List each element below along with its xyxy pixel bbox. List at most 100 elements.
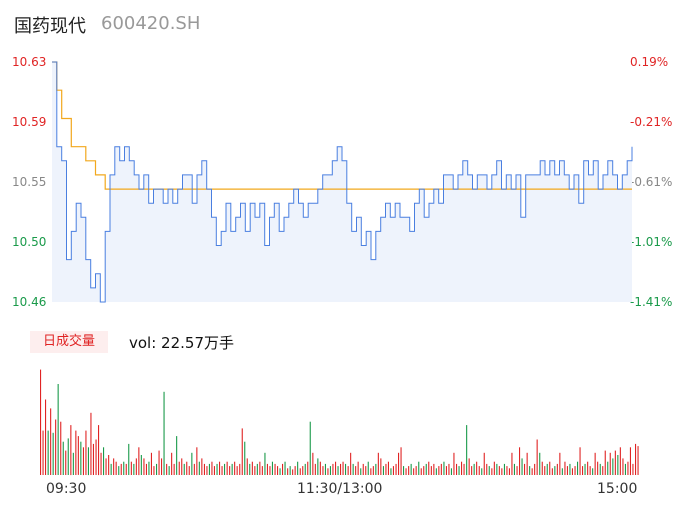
volume-bar [85,430,87,475]
volume-bar [226,461,228,475]
volume-bar [138,447,140,476]
volume-bar [554,466,556,475]
volume-bar [395,463,397,475]
volume-bar [302,466,304,475]
volume-bar [362,463,364,475]
volume-bar [612,458,614,475]
volume-bar [377,452,379,475]
volume-bar [398,452,400,475]
volume-badge[interactable]: 日成交量 [30,331,108,353]
volume-bar [491,468,493,475]
volume-bar [108,455,110,475]
volume-bar [461,461,463,475]
volume-bar [614,450,616,475]
volume-bar [113,458,115,475]
volume-bar [150,452,152,475]
volume-bar [340,463,342,475]
volume-bar [488,466,490,475]
volume-bar [234,461,236,475]
volume-bar [125,463,127,475]
volume-bar [221,466,223,475]
volume-bar [322,466,324,475]
volume-bar [635,443,637,475]
volume-bar [529,466,531,475]
volume-bar [438,466,440,475]
price-tick-1: 10.63 [12,55,47,69]
volume-bar [466,425,468,476]
volume-bar [299,468,301,475]
volume-bar [176,436,178,475]
price-area-fill [52,62,632,302]
price-plot-area [52,61,633,303]
volume-bar [324,463,326,475]
volume-bar [70,425,72,476]
volume-bar [163,391,165,476]
volume-bar [133,463,135,475]
volume-bar [266,463,268,475]
volume-bar [287,468,289,475]
volume-bar [592,468,594,475]
volume-bar [511,452,513,475]
volume-bar [513,463,515,475]
volume-bar [632,463,634,475]
volume-bar [259,461,261,475]
volume-bar [208,463,210,475]
volume-bar [342,461,344,475]
stock-name: 国药现代 [14,16,86,37]
volume-bar [370,468,372,475]
volume-bar [531,468,533,475]
volume-bar [387,461,389,475]
volume-bar [198,461,200,475]
volume-bar [481,468,483,475]
volume-bar [463,463,465,475]
volume-bar [423,466,425,475]
volume-bar [327,468,329,475]
volume-bar [350,452,352,475]
volume-bar [428,461,430,475]
volume-bar [168,466,170,475]
volume-bar [110,463,112,475]
volume-bar [188,466,190,475]
volume-bar [456,463,458,475]
volume-bar [95,439,97,475]
volume-bar [264,452,266,475]
volume-bar [201,458,203,475]
volume-bar [435,468,437,475]
volume-bar [450,468,452,475]
volume-bar [319,461,321,475]
volume-bar [277,466,279,475]
volume-bar [521,458,523,475]
volume-bar [77,436,79,475]
volume-bar [574,466,576,475]
volume-bar [352,463,354,475]
volume-bar [239,463,241,475]
volume-bar [546,463,548,475]
volume-bar [236,466,238,475]
volume-bar [289,466,291,475]
volume-bar [433,463,435,475]
volume-bar [448,463,450,475]
volume-bar [617,455,619,475]
volume-bar [100,452,102,475]
volume-bar [443,461,445,475]
volume-bar [60,421,62,475]
volume-bar [501,468,503,475]
volume-bar [420,468,422,475]
volume-bar [130,461,132,475]
volume-bar [619,447,621,476]
volume-bar [50,408,52,475]
volume-bar [357,461,359,475]
volume-bar [516,466,518,475]
volume-bar [140,455,142,475]
volume-bar [45,399,47,475]
volume-bar [360,468,362,475]
volume-bar [468,458,470,475]
avg-price-line [52,61,632,190]
volume-bar [211,461,213,475]
volume-bar [249,463,251,475]
volume-bar [231,463,233,475]
volume-bar [153,466,155,475]
volume-bar [241,428,243,475]
volume-bar [445,466,447,475]
volume-bar [551,468,553,475]
